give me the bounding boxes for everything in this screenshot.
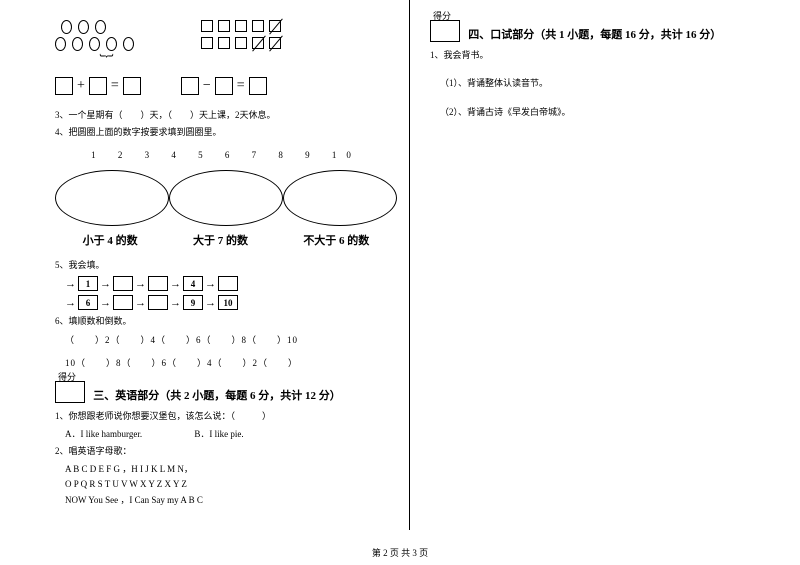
left-column: ︸ += −= 3、一个星期有（ ）天，（ ）天上课，2天休息。 4、把圆圈上面… (0, 0, 410, 530)
number-list: 1 2 3 4 5 6 7 8 9 10 (55, 150, 397, 160)
ellipse-group (55, 170, 397, 226)
oval-diagram: ︸ (55, 20, 161, 75)
score-box[interactable] (430, 20, 460, 42)
section-3-head: 三、英语部分（共 2 小题，每题 6 分，共计 12 分） (55, 381, 397, 403)
chain-2: →6→→→9→10 (65, 295, 397, 310)
english-q1-opts: A．I like hamburger. B．I like pie. (65, 427, 397, 440)
oral-q1a: （1）、背诵整体认读音节。 (440, 76, 780, 90)
ellipse-labels: 小于 4 的数 大于 7 的数 不大于 6 的数 (55, 232, 397, 248)
seq-2: 10（ ）8（ ）6（ ）4（ ）2（ ） (65, 356, 397, 369)
question-6: 6、填顺数和倒数。 (55, 314, 397, 328)
question-4: 4、把圆圈上面的数字按要求填到圆圈里。 (55, 125, 397, 139)
oral-q1: 1、我会背书。 (430, 48, 780, 62)
score-box[interactable] (55, 381, 85, 403)
right-column: 四、口试部分（共 1 小题，每题 16 分，共计 16 分） 1、我会背书。 （… (410, 0, 800, 530)
equation-left: += (55, 77, 141, 95)
equation-right: −= (181, 77, 267, 95)
page-footer: 第 2 页 共 3 页 (0, 546, 800, 559)
chain-1: →1→→→4→ (65, 276, 397, 291)
squares-diagram (201, 20, 281, 75)
english-q2: 2、唱英语字母歌： (55, 444, 397, 458)
seq-1: （ ）2（ ）4（ ）6（ ）8（ ）10 (65, 333, 397, 346)
question-5: 5、我会填。 (55, 258, 397, 272)
alpha-line-3: NOW You See ，I Can Say my A B C (65, 493, 397, 506)
english-q1: 1、你想跟老师说你想要汉堡包，该怎么说：（ ） (55, 409, 397, 423)
oral-q1b: （2）、背诵古诗《早发白帝城》。 (440, 105, 780, 119)
alpha-line-1: A B C D E F G ，H I J K L M N， (65, 462, 397, 475)
section-4-head: 四、口试部分（共 1 小题，每题 16 分，共计 16 分） (430, 20, 780, 42)
question-3: 3、一个星期有（ ）天，（ ）天上课，2天休息。 (55, 108, 397, 122)
alpha-line-2: O P Q R S T U V W X Y Z X Y Z (65, 479, 397, 489)
